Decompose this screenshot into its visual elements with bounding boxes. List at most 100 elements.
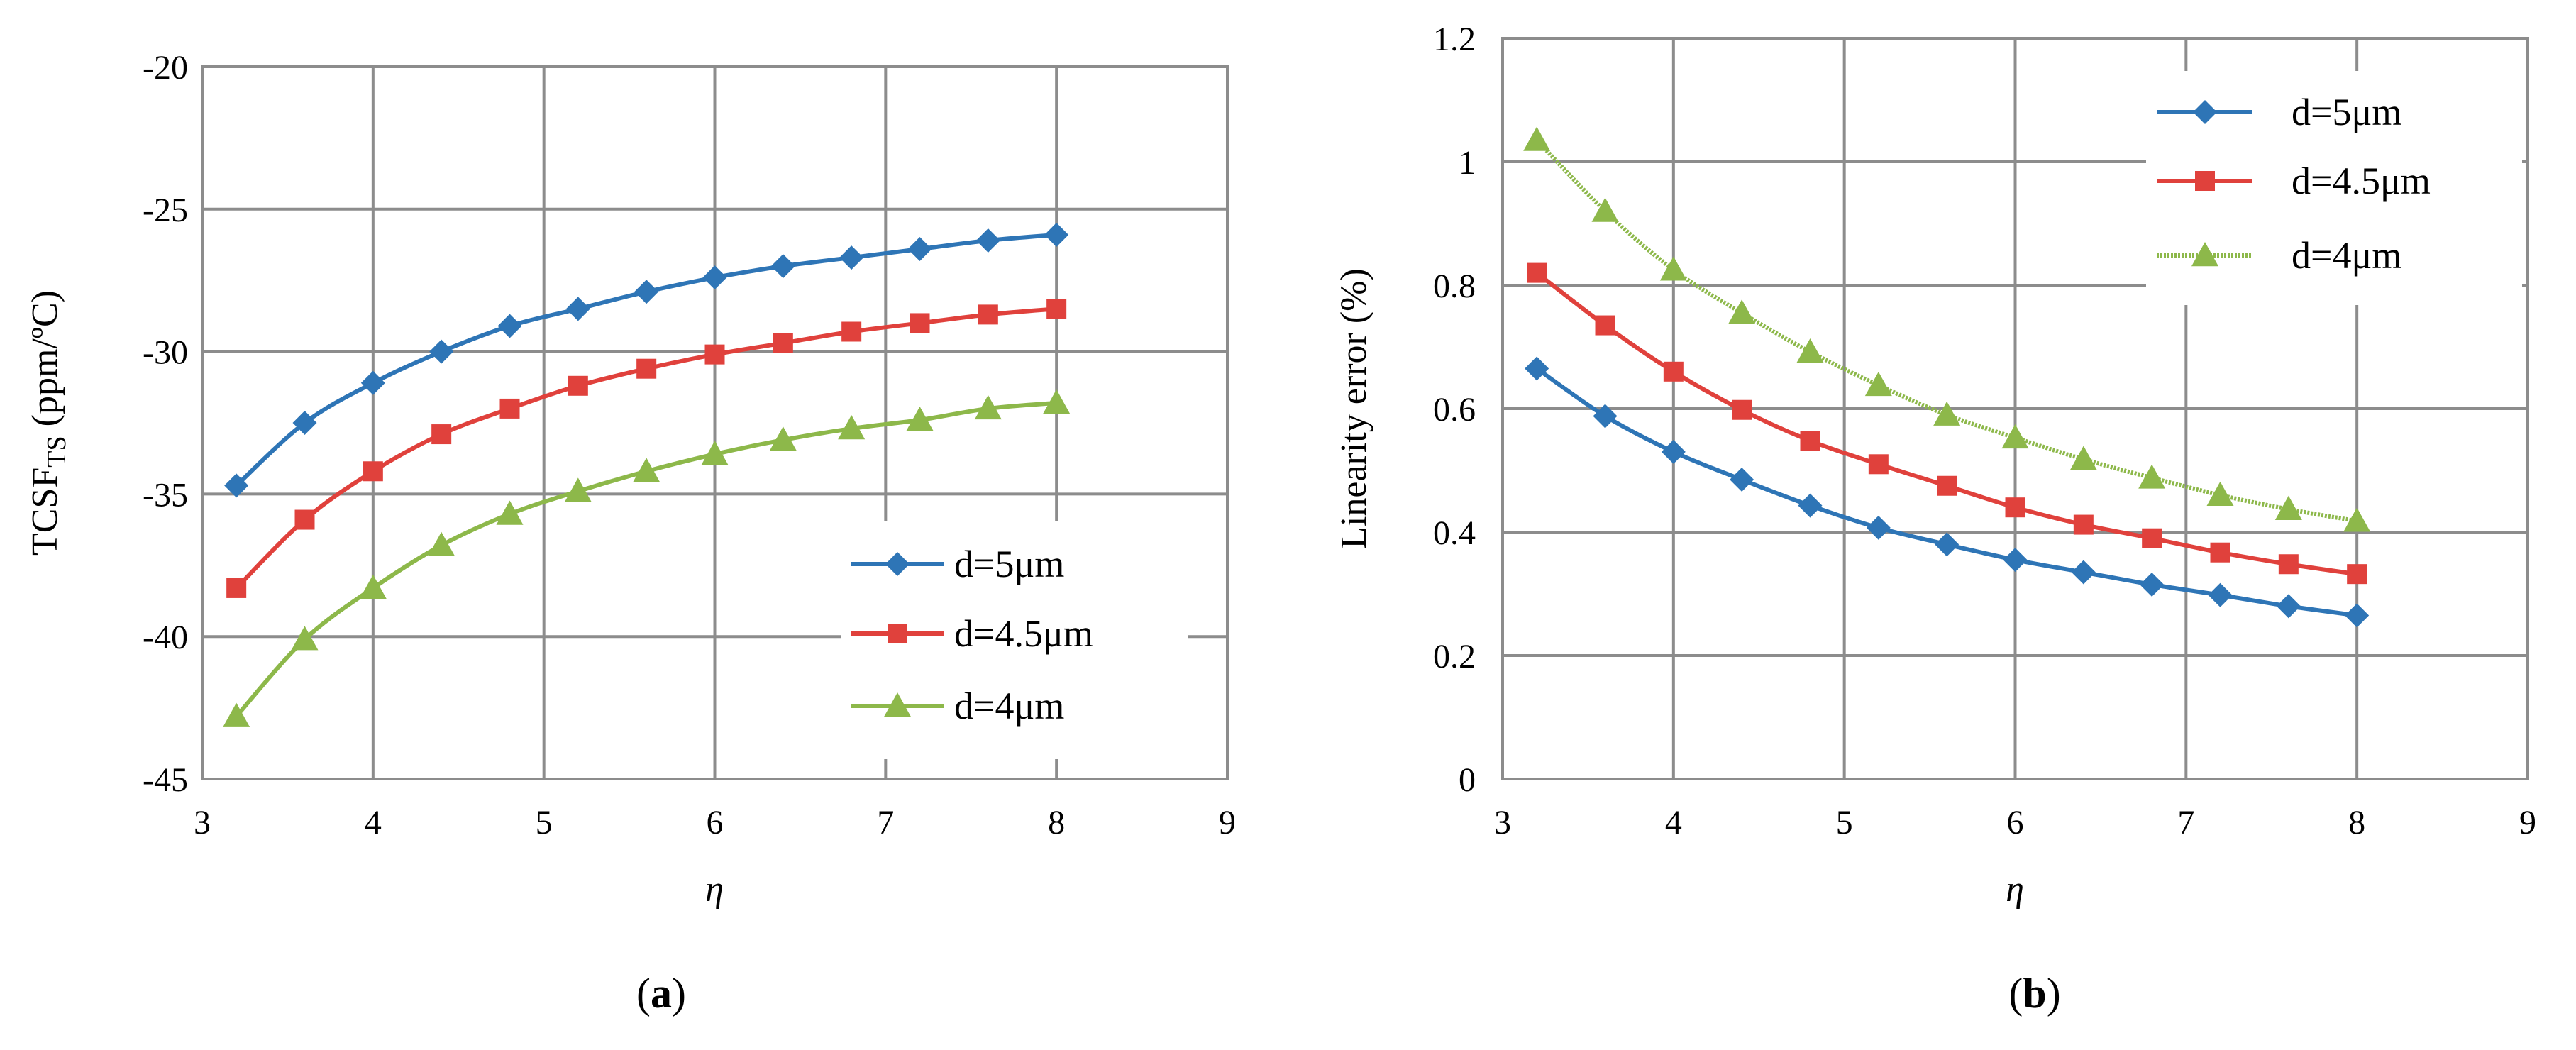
data-point-triangle [2343, 507, 2371, 532]
data-point-diamond [224, 473, 249, 498]
data-point-diamond [497, 314, 522, 338]
data-point-diamond [1798, 493, 1823, 518]
data-point-diamond [839, 245, 864, 270]
data-point-diamond [2345, 603, 2370, 628]
x-tick-label: 4 [365, 804, 382, 841]
data-point-square [226, 578, 247, 598]
caption-b-close: ) [2047, 970, 2061, 1017]
x-tick-label: 3 [1494, 804, 1511, 841]
x-tick-label: 6 [2007, 804, 2024, 841]
legend-a-label-0: d=5μm [954, 543, 1064, 585]
panel-b: 3 4 5 6 7 8 9 0 0.2 0.4 0.6 0.8 1 1.2 η Linearity err… [1334, 21, 2536, 1017]
legend-a-entry-0: d=5μm [851, 543, 1064, 585]
y-tick-label: 0 [1459, 761, 1476, 799]
data-point-square [363, 461, 383, 482]
legend-a-marker-2 [884, 692, 911, 717]
data-point-triangle [291, 626, 319, 651]
legend-b-label-1: d=4.5μm [2292, 160, 2431, 202]
legend-marker-triangle [2191, 242, 2218, 267]
y-tick-label: -35 [143, 476, 188, 514]
caption-b-open: ( [2008, 970, 2023, 1017]
data-point-square [1937, 475, 1957, 496]
data-point-diamond [1730, 468, 1754, 492]
y-tick-label: 1.2 [1433, 21, 1476, 58]
y-tick-label: 0.6 [1433, 391, 1476, 429]
data-point-square [2005, 497, 2025, 518]
y-tick-label: 0.4 [1433, 514, 1476, 552]
panel-a: 3 4 5 6 7 8 9 -45 -40 -35 -30 -25 -20 η TCSFTS (ppm/… [25, 49, 1236, 1017]
legend-a-entry-2: d=4μm [851, 685, 1064, 727]
legend-b-entry-2: d=4μm [2157, 234, 2401, 277]
data-point-square [2278, 554, 2299, 575]
data-point-triangle [496, 500, 524, 525]
y-tick-label: -40 [143, 619, 188, 656]
series-b [1523, 126, 2371, 628]
x-tick-label: 5 [1836, 804, 1853, 841]
x-tick-label: 5 [536, 804, 553, 841]
legend-marker-triangle [884, 692, 911, 717]
data-point-triangle [1728, 299, 1756, 324]
legend-a-marker-1 [888, 624, 907, 643]
legend-a-label-2: d=4μm [954, 685, 1064, 727]
y-axis-label-b: Linearity error (%) [1334, 268, 1374, 549]
x-tick-label: 7 [877, 804, 894, 841]
y-tick-label: 1 [1459, 144, 1476, 182]
caption-a-letter: a [651, 970, 672, 1017]
data-point-diamond [634, 280, 659, 304]
data-point-square [568, 375, 588, 396]
y-axis-label-a-main: TCSF [25, 468, 65, 556]
x-tick-label: 7 [2177, 804, 2194, 841]
data-point-triangle [633, 458, 660, 482]
x-axis-label-a: η [705, 869, 724, 910]
data-point-triangle [2069, 446, 2097, 470]
series-a [223, 222, 1071, 727]
data-point-diamond [2276, 594, 2301, 619]
y-tick-label: -20 [143, 49, 188, 87]
legend-marker-diamond [885, 552, 910, 576]
data-point-square [841, 321, 862, 342]
data-point-diamond [1593, 404, 1618, 429]
data-point-square [2347, 564, 2367, 585]
y-tick-label: -25 [143, 192, 188, 229]
x-tick-label: 9 [2519, 804, 2536, 841]
caption-a-close: ) [672, 970, 686, 1017]
data-point-square [1663, 361, 1684, 382]
data-point-diamond [1044, 222, 1069, 247]
data-point-triangle [2206, 481, 2234, 506]
data-point-diamond [2071, 560, 2096, 585]
x-tick-label: 3 [194, 804, 211, 841]
legend-a-label-1: d=4.5μm [954, 612, 1093, 655]
caption-b: (b) [2008, 970, 2060, 1017]
data-point-square [1800, 431, 1820, 451]
data-point-diamond [907, 237, 932, 262]
legend-a-entry-1: d=4.5μm [851, 612, 1093, 655]
data-point-diamond [1866, 515, 1891, 540]
x-tick-label: 9 [1219, 804, 1236, 841]
data-point-diamond [702, 265, 727, 290]
legend-b-entry-0: d=5μm [2157, 91, 2401, 133]
caption-b-letter: b [2023, 970, 2046, 1017]
data-point-diamond [2208, 582, 2233, 607]
data-point-square [978, 304, 998, 325]
data-point-triangle [564, 477, 592, 502]
data-point-diamond [2003, 548, 2028, 573]
data-point-triangle [1043, 389, 1071, 414]
data-point-triangle [223, 702, 250, 727]
data-point-diamond [1525, 356, 1549, 381]
data-point-diamond [1935, 532, 1959, 557]
data-point-square [431, 424, 452, 445]
legend-a: d=5μm d=4.5μm d=4μm [841, 521, 1188, 759]
data-point-square [2073, 514, 2094, 535]
x-tick-label: 8 [2348, 804, 2365, 841]
data-point-square [499, 398, 520, 419]
legend-marker-square [888, 624, 907, 643]
data-point-triangle [974, 394, 1002, 420]
ticks-a: 3 4 5 6 7 8 9 -45 -40 -35 -30 -25 -20 [143, 49, 1236, 841]
data-point-square [1868, 454, 1889, 475]
data-point-triangle [906, 406, 934, 431]
legend-b-label-0: d=5μm [2292, 91, 2401, 133]
data-point-triangle [1933, 401, 1961, 426]
data-point-triangle [1796, 338, 1824, 363]
y-axis-label-a-sub: TS [42, 436, 72, 467]
